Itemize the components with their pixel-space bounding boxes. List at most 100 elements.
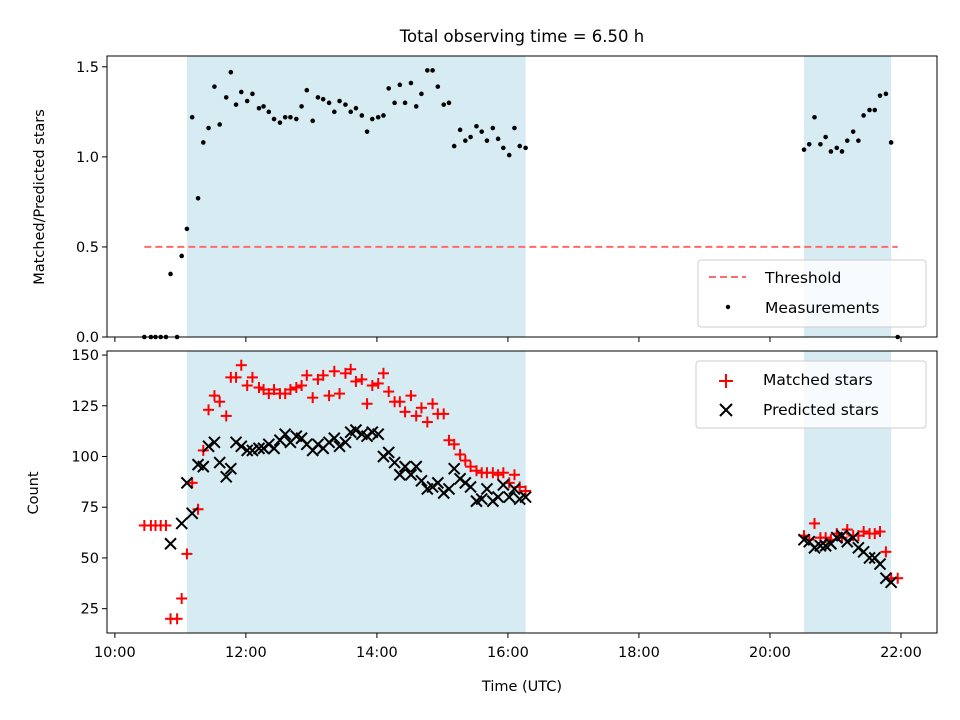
measurement-point: [451, 143, 457, 149]
measurement-point: [294, 116, 299, 122]
legend-predicted-label: Predicted stars: [763, 401, 879, 419]
bottom-legend: Matched stars Predicted stars: [695, 360, 927, 429]
bottom-x-tick-label: 16:00: [487, 645, 529, 661]
measurement-point: [474, 123, 479, 129]
matched-star-point: [366, 379, 378, 391]
measurement-point: [397, 82, 403, 88]
legend-measurements-label: Measurements: [765, 299, 880, 317]
matched-star-point: [438, 408, 450, 420]
bottom-shaded-interval-0: [186, 351, 526, 633]
measurement-point: [823, 134, 828, 140]
top-shaded-intervals: [186, 56, 892, 337]
measurement-point: [413, 104, 419, 109]
bottom-x-tick-label: 14:00: [356, 645, 398, 661]
matched-star-point: [459, 455, 471, 467]
measurement-point: [212, 84, 217, 89]
predicted-star-point: [491, 490, 505, 504]
matched-star-point: [383, 386, 395, 398]
measurement-point: [381, 113, 386, 118]
measurement-point: [490, 125, 496, 131]
measurement-point: [501, 145, 506, 151]
predicted-star-point: [398, 460, 412, 473]
matched-star-point: [230, 371, 242, 383]
matched-star-point: [841, 524, 853, 536]
measurement-point: [425, 68, 430, 73]
measurement-point: [430, 68, 435, 73]
measurement-point: [244, 98, 250, 104]
bottom-x-tick-label: 12:00: [225, 645, 267, 661]
matched-star-point: [307, 392, 319, 404]
matched-star-point: [290, 382, 302, 394]
bottom-x-ticks: 10:00 12:00 14:00 16:00 18:00 20:00 22:00: [94, 633, 922, 661]
measurement-point: [353, 105, 359, 111]
legend-matched-swatch: [719, 374, 733, 388]
predicted-star-point: [349, 423, 363, 437]
matched-star-point: [345, 363, 357, 375]
bottom-y-ticks: 25 50 75 100 125 150: [71, 348, 107, 618]
matched-star-point: [328, 365, 340, 377]
bottom-y-tick-label: 75: [81, 500, 99, 516]
predicted-star-point: [224, 462, 238, 475]
matched-star-point: [410, 410, 422, 422]
predicted-star-point: [213, 456, 226, 469]
matched-star-point: [520, 485, 532, 497]
measurement-point: [468, 134, 473, 140]
measurement-point: [200, 140, 206, 145]
matched-star-point: [427, 398, 439, 410]
bottom-x-tick-label: 22:00: [880, 645, 922, 661]
measurement-point: [348, 109, 353, 115]
measurement-point: [435, 84, 441, 89]
matched-star-point: [372, 377, 384, 389]
matched-star-point: [465, 461, 477, 473]
predicted-star-point: [202, 440, 215, 453]
measurement-point: [506, 152, 512, 158]
predicted-star-point: [333, 440, 346, 453]
matched-star-point: [470, 465, 482, 477]
measurement-point: [343, 102, 348, 107]
predicted-star-point: [884, 576, 898, 589]
predicted-star-point: [846, 531, 860, 544]
matched-star-point: [171, 613, 183, 625]
matched-star-point: [186, 477, 198, 489]
matched-star-point: [323, 390, 335, 402]
predicted-star-point: [393, 468, 407, 481]
measurement-point: [479, 129, 485, 134]
measurement-point: [419, 91, 424, 97]
legend-threshold-label: Threshold: [764, 269, 841, 287]
matched-star-point: [284, 384, 296, 396]
matched-star-point: [399, 406, 411, 418]
measurement-point: [839, 149, 845, 154]
predicted-star-point: [197, 460, 210, 473]
top-legend: Threshold Measurements: [697, 259, 927, 328]
star-count-points: [138, 359, 904, 625]
predicted-star-point: [497, 478, 510, 492]
predicted-star-point: [235, 440, 248, 453]
chart-title: Total observing time = 6.50 h: [399, 27, 644, 46]
top-y-tick-label: 1.5: [76, 60, 99, 76]
matched-star-point: [203, 404, 215, 416]
measurement-point: [375, 114, 381, 120]
predicted-star-point: [431, 476, 445, 490]
predicted-star-point: [519, 490, 532, 504]
measurement-point: [320, 96, 326, 102]
measurement-point: [195, 196, 201, 201]
predicted-star-point: [404, 468, 418, 481]
measurement-point: [446, 100, 452, 106]
predicted-star-point: [208, 436, 221, 449]
matched-star-point: [220, 410, 232, 422]
measurement-point: [883, 91, 889, 97]
measurement-point: [408, 80, 414, 86]
predicted-star-point: [447, 462, 461, 475]
matched-star-point: [858, 526, 870, 538]
predicted-star-point: [480, 482, 494, 496]
measurement-point: [282, 114, 288, 120]
top-x-ticks: [114, 337, 902, 342]
top-y-axis-label: Matched/Predicted stars: [32, 109, 48, 285]
measurement-point: [806, 141, 812, 147]
measurement-point: [392, 100, 397, 106]
predicted-star-point: [252, 442, 266, 455]
predicted-star-point: [442, 482, 456, 496]
measurement-point: [288, 114, 293, 120]
measurement-point: [441, 102, 447, 107]
